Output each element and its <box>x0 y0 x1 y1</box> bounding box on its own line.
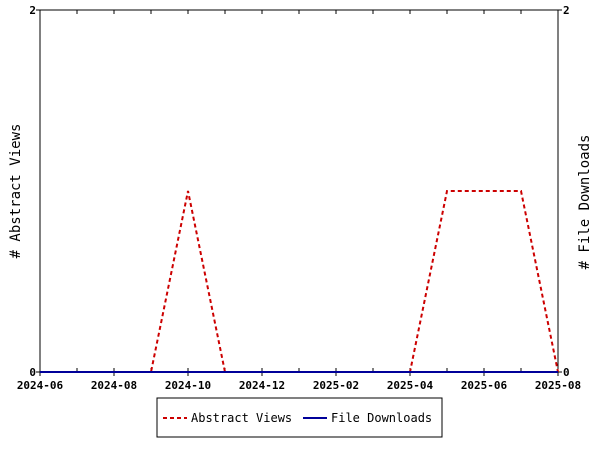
legend-label-file-downloads: File Downloads <box>331 411 432 425</box>
x-tick-label: 2024-10 <box>165 379 211 392</box>
x-tick-label: 2024-06 <box>17 379 64 392</box>
y-tick-label-right: 0 <box>563 366 570 379</box>
y-axis-left: 02 <box>29 4 40 379</box>
x-tick-label: 2025-06 <box>461 379 508 392</box>
y-tick-label-left: 0 <box>29 366 36 379</box>
y-tick-label-left: 2 <box>29 4 36 17</box>
y-axis-label-right: # File Downloads <box>577 135 593 270</box>
x-tick-label: 2024-12 <box>239 379 285 392</box>
legend-label-abstract-views: Abstract Views <box>191 411 292 425</box>
x-tick-label: 2024-08 <box>91 379 137 392</box>
y-tick-label-right: 2 <box>563 4 570 17</box>
y-axis-label-left: # Abstract Views <box>8 124 24 259</box>
legend: Abstract Views File Downloads <box>156 397 443 438</box>
series-layer <box>40 190 559 373</box>
legend-box <box>156 397 443 438</box>
x-tick-label: 2025-08 <box>535 379 581 392</box>
x-tick-label: 2025-02 <box>313 379 359 392</box>
plot-area <box>39 9 559 373</box>
y-axis-right: 02 <box>558 4 570 379</box>
x-tick-label: 2025-04 <box>387 379 434 392</box>
